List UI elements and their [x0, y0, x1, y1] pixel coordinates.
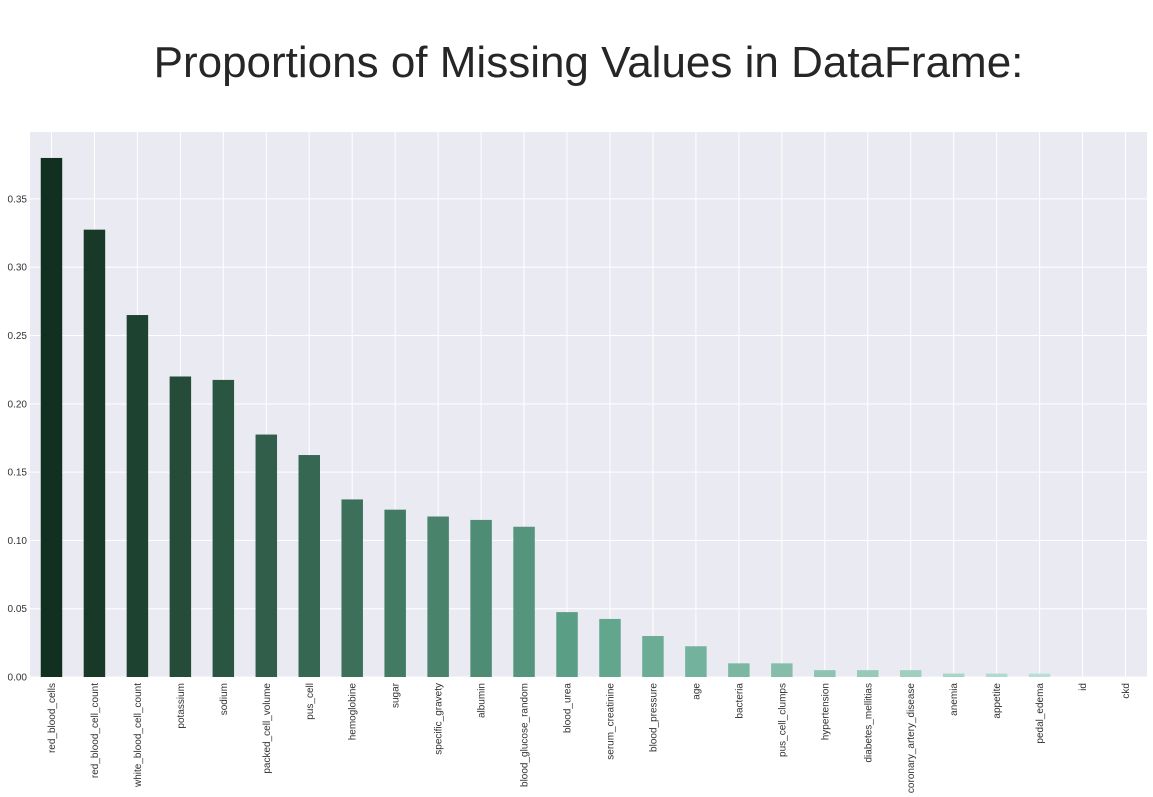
x-tick-label: red_blood_cell_count: [90, 683, 101, 778]
bar-sugar: [384, 509, 406, 677]
bars: [40, 157, 1051, 677]
x-tick-label: potassium: [176, 683, 187, 729]
bar-hemoglobine: [341, 499, 363, 677]
x-tick-label: anemia: [949, 683, 960, 716]
bar-serum_creatinine: [599, 618, 621, 677]
y-tick-label: 0.10: [8, 536, 28, 547]
x-tick-label: sodium: [219, 683, 230, 715]
x-tick-label: blood_urea: [563, 683, 574, 733]
bar-white_blood_cell_count: [126, 315, 149, 677]
bar-age: [685, 646, 707, 677]
bar-anemia: [942, 673, 965, 677]
x-tick-label: hemoglobine: [348, 683, 359, 741]
bar-pus_cell: [298, 455, 320, 677]
bar-hypertension: [814, 670, 836, 677]
y-tick-label: 0.25: [8, 331, 28, 342]
y-tick-label: 0.00: [8, 673, 28, 684]
x-tick-label: pus_cell: [305, 683, 316, 720]
bar-specific_gravety: [427, 516, 449, 677]
x-tick-label: appetite: [992, 683, 1003, 719]
x-tick-label: age: [691, 683, 702, 700]
x-tick-label: pus_cell_clumps: [777, 683, 788, 757]
bar-red_blood_cell_count: [83, 229, 106, 677]
bar-bacteria: [728, 663, 750, 677]
y-tick-label: 0.05: [8, 604, 28, 615]
bar-red_blood_cells: [40, 157, 63, 677]
x-tick-label: serum_creatinine: [605, 683, 616, 760]
bar-albumin: [470, 519, 492, 677]
y-tick-label: 0.15: [8, 468, 28, 479]
x-tick-label: diabetes_mellitias: [863, 683, 874, 763]
bar-pedal_edema: [1028, 673, 1051, 677]
x-tick-label: coronary_artery_disease: [906, 683, 917, 793]
x-tick-label: white_blood_cell_count: [133, 683, 144, 788]
bar-sodium: [212, 379, 235, 677]
x-tick-label: specific_gravety: [434, 683, 445, 755]
x-tick-label: blood_glucose_random: [520, 683, 531, 787]
x-axis-ticks: red_blood_cells red_blood_cell_count white…: [47, 682, 1132, 793]
x-tick-label: id: [1078, 683, 1089, 691]
bar-blood_glucose_random: [513, 526, 535, 677]
y-tick-label: 0.35: [8, 194, 28, 205]
y-tick-label: 0.30: [8, 263, 28, 274]
x-tick-label: albumin: [477, 683, 488, 718]
x-tick-label: pedal_edema: [1035, 683, 1046, 744]
x-tick-label: bacteria: [734, 683, 745, 719]
bar-pus_cell_clumps: [771, 663, 793, 677]
x-tick-label: packed_cell_volume: [262, 683, 273, 774]
x-tick-label: ckd: [1121, 683, 1132, 699]
x-tick-label: red_blood_cells: [47, 683, 58, 753]
chart-title: Proportions of Missing Values in DataFra…: [153, 38, 1024, 87]
plot-area: [30, 132, 1147, 677]
x-tick-label: sugar: [391, 682, 402, 708]
x-tick-label: blood_pressure: [648, 683, 659, 752]
x-tick-label: hypertension: [820, 683, 831, 740]
bar-diabetes_mellitias: [857, 670, 879, 677]
bar-blood_pressure: [642, 636, 664, 677]
bar-coronary_artery_disease: [899, 670, 922, 677]
y-axis-ticks: 0.00 0.05 0.10 0.15 0.20 0.25 0.30 0.35: [8, 194, 28, 683]
y-tick-label: 0.20: [8, 399, 28, 410]
bar-blood_urea: [556, 612, 578, 677]
bar-potassium: [169, 376, 192, 677]
bar-packed_cell_volume: [255, 434, 278, 677]
bar-appetite: [985, 673, 1008, 677]
